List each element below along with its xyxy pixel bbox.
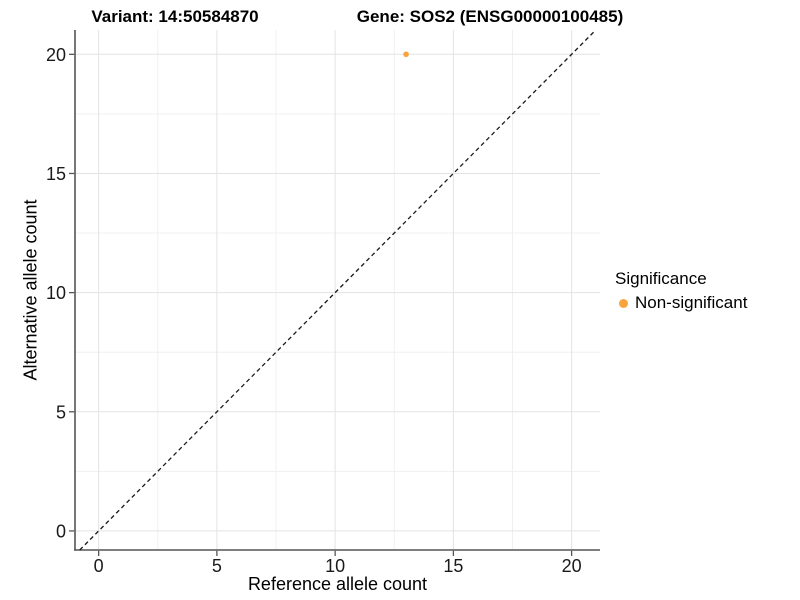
y-tick-label: 10 <box>46 283 66 303</box>
identity-line <box>79 29 597 551</box>
data-point <box>403 51 409 58</box>
legend-title: Significance <box>615 269 707 288</box>
y-tick-label: 20 <box>46 45 66 65</box>
y-tick-label: 15 <box>46 164 66 184</box>
x-tick-label: 20 <box>562 556 582 576</box>
x-axis-title: Reference allele count <box>247 574 428 594</box>
legend-dot-icon <box>619 298 628 308</box>
x-tick-label: 0 <box>94 556 104 576</box>
x-tick-label: 15 <box>443 556 463 576</box>
plot-title-variant: Variant: 14:50584870 <box>91 7 259 26</box>
legend-item: Non-significant <box>615 292 747 314</box>
y-axis-title: Alternative allele count <box>20 199 41 381</box>
x-tick-label: 5 <box>212 556 222 576</box>
legend: Significance Non-significant <box>615 269 747 314</box>
y-tick-label: 5 <box>56 402 66 422</box>
legend-items: Non-significant <box>615 292 747 314</box>
x-tick-label: 10 <box>325 556 345 576</box>
plot-title-gene: Gene: SOS2 (ENSG00000100485) <box>356 7 624 26</box>
legend-item-label: Non-significant <box>635 293 748 312</box>
y-tick-label: 0 <box>56 521 66 541</box>
